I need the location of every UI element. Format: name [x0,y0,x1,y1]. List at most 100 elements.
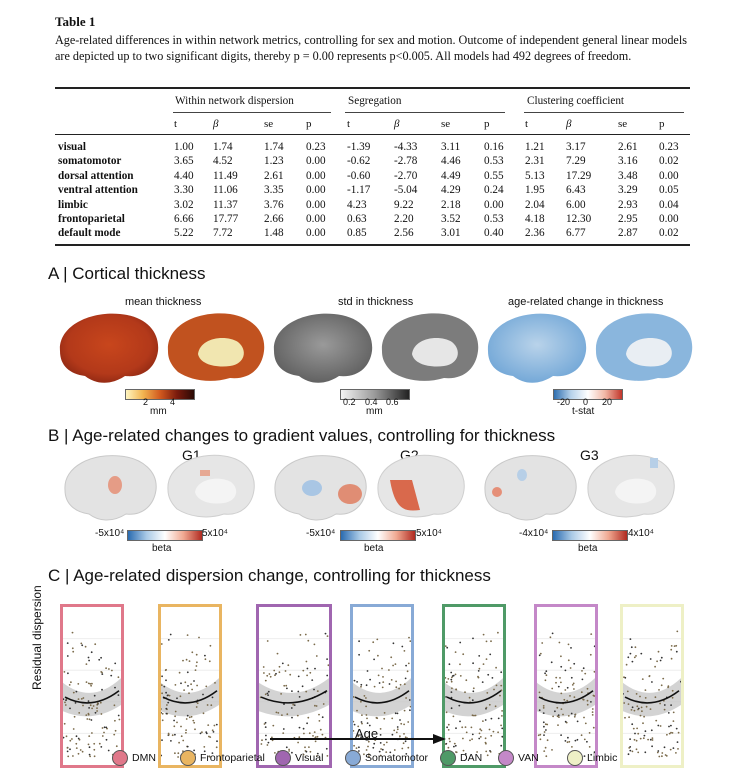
legend-label: Limbic [587,752,618,764]
table-cell: 6.77 [566,227,586,240]
legend-swatch-icon [112,750,128,766]
column-header: t [347,118,351,130]
group-header-segregation: Segregation [348,95,402,107]
colorbar-tick: 4 [170,397,176,407]
table-cell: 1.95 [525,184,545,197]
colorbar-unit: beta [152,543,172,554]
colorbar-tick: 20 [602,397,613,407]
table-cell: 4.29 [441,184,461,197]
colorbar-mean-thickness [125,389,195,400]
table-cell: 3.30 [174,184,194,197]
table-cell: -2.70 [394,169,418,182]
table-cell: 4.52 [213,155,233,168]
table-cell: 0.24 [484,184,504,197]
subtitle-mean-thickness: mean thickness [125,296,202,308]
table-cell: 1.74 [213,141,233,153]
colorbar-beta-g3 [552,530,628,541]
table-cell: 0.53 [484,213,504,225]
table-cell: 6.43 [566,184,586,197]
subtitle-std-thickness: std in thickness [338,296,414,308]
colorbar-unit: t-stat [572,406,595,417]
scatter-plot [259,632,330,757]
group-underline [345,112,505,113]
table-cell: 9.22 [394,198,414,211]
table-cell: 0.00 [659,169,679,182]
legend-label: Somatomotor [365,752,429,764]
table-cell: -4.33 [394,141,418,153]
legend-item: DAN [440,750,482,766]
table-cell: 2.87 [618,227,638,240]
table-caption: Age-related differences in within networ… [55,33,687,63]
table-cell: 0.55 [484,169,504,182]
table-cell: 2.66 [264,213,284,225]
brain-medial-g3-icon [587,454,675,518]
group-underline [524,112,684,113]
table-cell: 0.63 [347,213,367,225]
table-cell: -5.04 [394,184,418,197]
colorbar-tick: -20 [557,397,571,407]
table-cell: 12.30 [566,213,592,225]
table-cell: 6.00 [566,198,586,211]
colorbar-unit: beta [364,543,384,554]
table-cell: 0.00 [306,227,326,240]
brain-medial-g1-icon [167,454,255,518]
table-cell: 17.29 [566,169,592,182]
table-cell: 0.00 [306,169,326,182]
table-cell: 0.23 [306,141,326,153]
colorbar-unit: mm [150,406,167,417]
brain-lateral-mean-icon [59,313,159,383]
column-header: se [441,118,451,130]
table-cell: 0.85 [347,227,367,240]
table-cell: 1.00 [174,141,194,153]
colorbar-max: 4x10⁴ [628,528,654,539]
brain-lateral-g3-icon [484,455,577,521]
table-cell: 2.61 [264,169,284,182]
table-cell: 0.02 [659,155,679,168]
legend-item: Visual [275,750,323,766]
brain-medial-g2-icon [377,454,465,518]
table-cell: 0.23 [659,141,679,153]
column-header: β [566,118,572,130]
table-cell: 3.29 [618,184,638,197]
table-cell: 2.18 [441,198,461,211]
brain-lateral-g1-icon [64,455,157,521]
table-cell: -1.17 [347,184,371,197]
table-cell: 0.00 [306,213,326,225]
table-cell: 0.00 [306,155,326,168]
table-cell: 3.76 [264,198,284,211]
scatter-plot [444,631,504,757]
legend-swatch-icon [180,750,196,766]
legend-label: VAN [518,752,539,764]
column-header: p [306,118,312,130]
dispersion-panel [620,604,684,768]
legend-label: Frontoparietal [200,752,265,764]
column-header: β [394,118,400,130]
legend-swatch-icon [498,750,514,766]
colorbar-unit: beta [578,543,598,554]
brain-medial-mean-icon [167,313,265,381]
table-cell: 5.22 [174,227,194,240]
group-underline [173,112,331,113]
table-cell: 3.16 [618,155,638,168]
table-cell: 3.02 [174,198,194,211]
table-cell: 0.05 [659,184,679,197]
table-cell: 3.17 [566,141,586,153]
brain-lateral-g2-icon [274,455,367,521]
table-cell: 2.61 [618,141,638,153]
brain-lateral-age-icon [487,313,587,383]
table-cell: 0.40 [484,227,504,240]
table-cell: 5.13 [525,169,545,182]
dispersion-panel [158,604,222,768]
table-row-label: visual [58,141,86,153]
age-arrow-icon [270,734,446,744]
table-cell: 0.53 [484,155,504,168]
table-cell: 0.00 [306,184,326,197]
table-cell: -0.62 [347,155,371,168]
table-bottom-rule [55,244,690,246]
subtitle-age-change: age-related change in thickness [508,296,664,308]
brain-images-row-b [64,454,675,521]
section-c-title: C | Age-related dispersion change, contr… [48,566,491,585]
table-cell: 4.46 [441,155,461,168]
dispersion-panel [60,604,124,768]
column-header: se [264,118,274,130]
